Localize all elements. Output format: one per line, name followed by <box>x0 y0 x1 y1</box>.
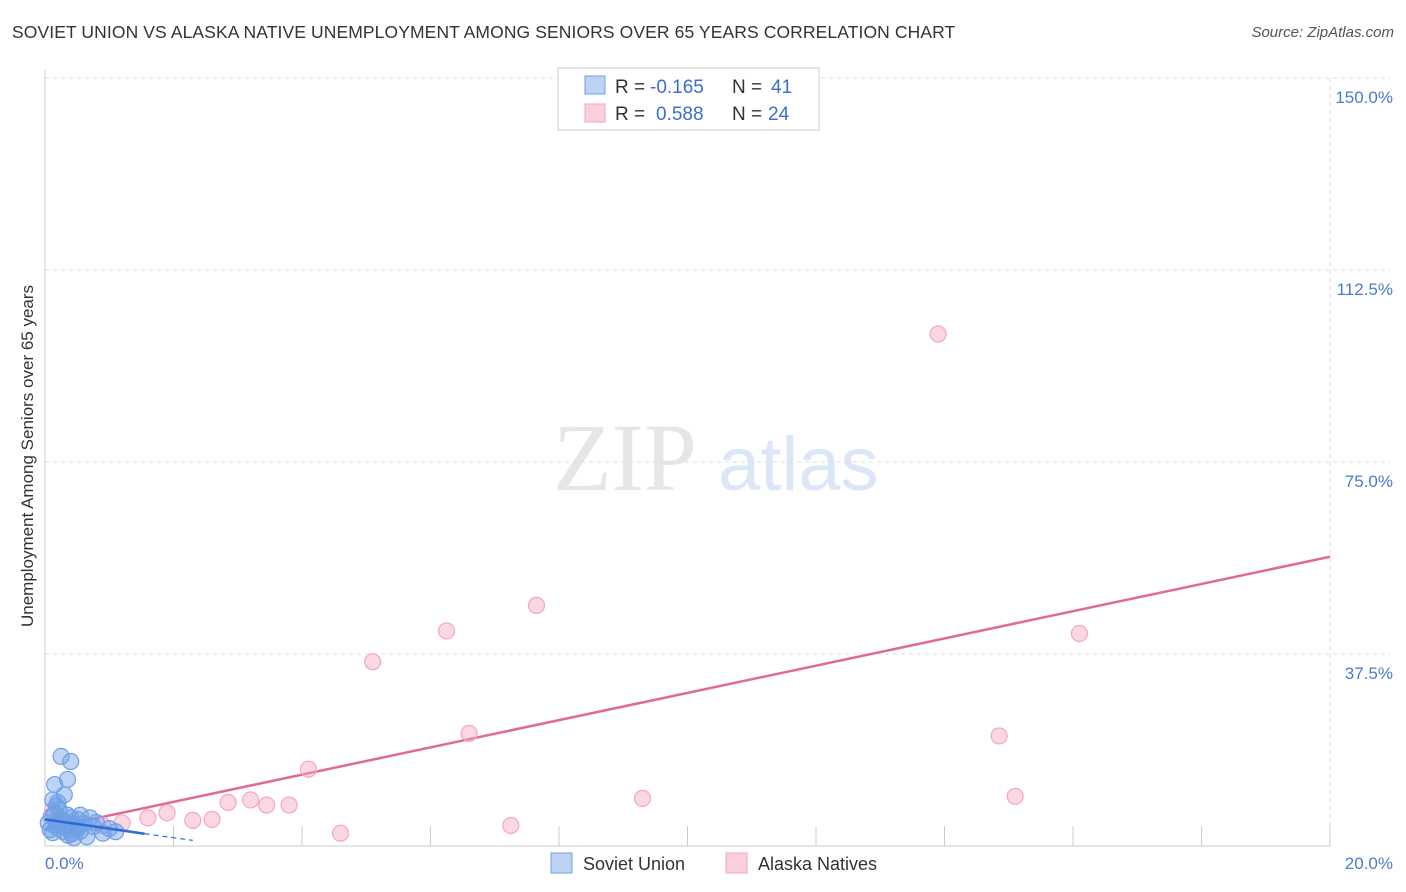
y-axis-title: Unemployment Among Seniors over 65 years <box>18 285 37 627</box>
trend-lines <box>44 555 1331 831</box>
data-point-alaska <box>1070 624 1089 643</box>
legend-swatch-alaska <box>584 103 606 123</box>
data-point-soviet <box>62 752 80 771</box>
data-point-alaska <box>280 796 298 814</box>
data-point-soviet <box>52 747 70 766</box>
data-point-alaska <box>184 811 202 830</box>
data-point-soviet <box>107 823 125 841</box>
legend-r-value-soviet: -0.165 <box>650 77 704 98</box>
legend-swatch-soviet <box>584 75 606 95</box>
legend-r-value-alaska: 0.588 <box>656 104 704 125</box>
data-point-alaska <box>437 622 456 640</box>
series-legend: Soviet Union Alaska Natives <box>550 852 877 874</box>
tick-labels: 37.5% 75.0% 112.5% 150.0% 0.0% 20.0% <box>45 88 1393 873</box>
data-point-alaska <box>258 796 276 814</box>
data-point-soviet <box>47 797 66 815</box>
series-legend-label-soviet: Soviet Union <box>583 854 685 874</box>
data-point-soviet <box>59 826 77 844</box>
series-legend-swatch-soviet <box>550 852 573 874</box>
watermark-zip: ZIP <box>553 404 697 511</box>
data-point-alaska <box>203 810 221 828</box>
series-legend-label-alaska: Alaska Natives <box>758 854 877 874</box>
legend-n-label-alaska: N = <box>732 104 762 125</box>
stats-legend: R = -0.165 N = 41 R = 0.588 N = 24 <box>557 67 820 131</box>
legend-n-value-alaska: 24 <box>768 104 790 125</box>
watermark-atlas: atlas <box>718 422 879 507</box>
trend-line-soviet-extension <box>144 833 193 841</box>
data-point-alaska <box>1006 787 1024 805</box>
legend-n-label-soviet: N = <box>732 77 762 98</box>
data-point-alaska <box>219 793 237 812</box>
data-point-alaska <box>139 809 157 827</box>
chart-title: SOVIET UNION VS ALASKA NATIVE UNEMPLOYME… <box>12 22 956 42</box>
data-point-alaska <box>990 727 1008 745</box>
legend-r-label-alaska: R = <box>615 104 645 125</box>
series-legend-swatch-alaska <box>725 852 748 874</box>
y-tick-label: 37.5% <box>1345 664 1393 683</box>
data-point-alaska <box>331 824 350 842</box>
x-tick-label-max: 20.0% <box>1345 854 1393 873</box>
y-tick-label: 112.5% <box>1337 280 1393 299</box>
data-point-alaska <box>242 791 260 809</box>
source-label: Source: ZipAtlas.com <box>1251 24 1394 41</box>
data-point-alaska <box>929 325 947 343</box>
y-tick-label: 75.0% <box>1345 472 1393 491</box>
legend-n-value-soviet: 41 <box>771 77 792 98</box>
grid-lines <box>45 77 1390 846</box>
axes <box>44 70 1330 847</box>
data-point-alaska <box>364 653 382 671</box>
data-points <box>39 325 1089 847</box>
x-tick-label-min: 0.0% <box>45 854 84 873</box>
trend-line-alaska <box>44 555 1331 831</box>
data-point-alaska <box>502 816 520 835</box>
y-tick-label: 150.0% <box>1335 88 1393 107</box>
data-point-alaska <box>527 596 546 614</box>
data-point-alaska <box>633 789 652 807</box>
trend-line-soviet <box>44 818 145 835</box>
data-point-alaska <box>299 760 318 778</box>
data-point-alaska <box>158 804 176 822</box>
data-point-soviet <box>58 770 77 789</box>
data-point-alaska <box>460 724 478 742</box>
legend-r-label-soviet: R = <box>615 77 645 98</box>
